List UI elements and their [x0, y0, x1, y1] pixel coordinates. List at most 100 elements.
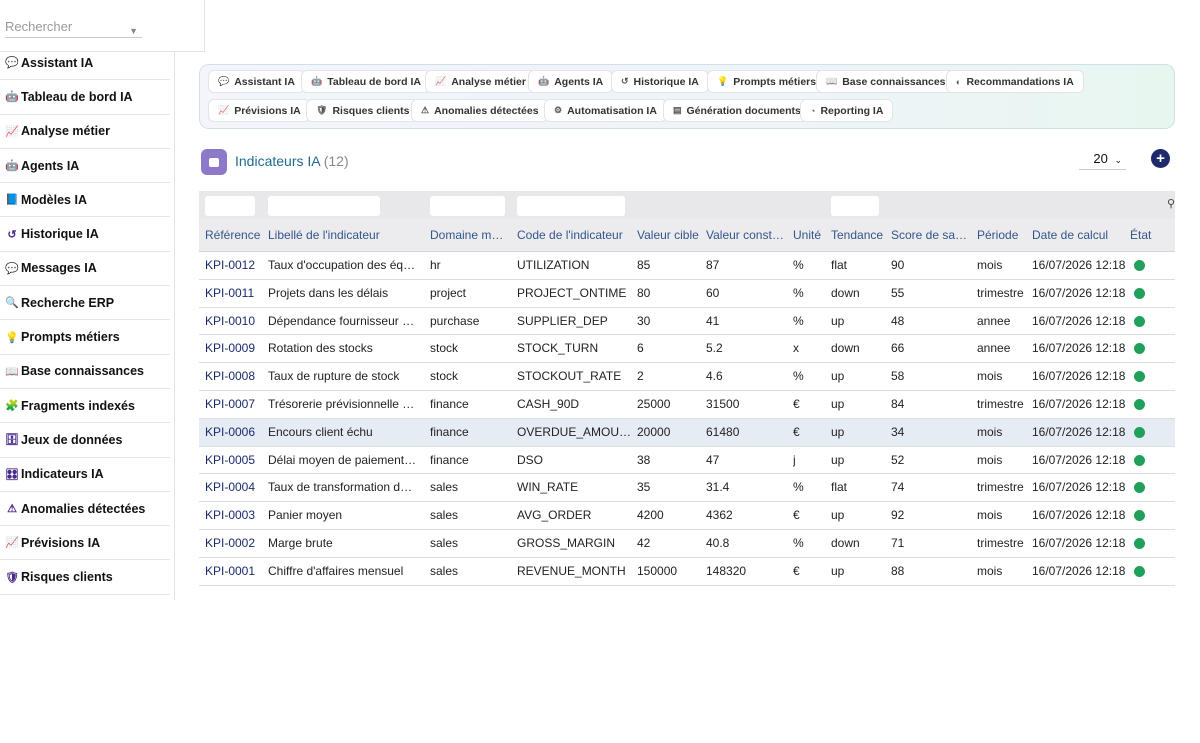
tab-pr-visions-ia[interactable]: 📈 Prévisions IA [208, 99, 311, 122]
tab-assistant-ia[interactable]: 💬 Assistant IA [208, 70, 305, 93]
table-cell: stock [430, 369, 459, 384]
filter-input[interactable] [430, 196, 505, 216]
sidebar-item-fragments-index-s[interactable]: 🧩 Fragments indexés [0, 389, 170, 424]
status-dot [1134, 537, 1145, 549]
table-row[interactable]: KPI-0001 Chiffre d'affaires mensuel sales R… [199, 558, 1175, 586]
record-link[interactable]: KPI-0008 [205, 369, 256, 384]
search-input[interactable]: Rechercher ▼ [5, 18, 142, 38]
book-open-icon: 📖 [826, 76, 838, 86]
sidebar-item-historique-ia[interactable]: ↺ Historique IA [0, 217, 170, 252]
tab-historique-ia[interactable]: ↺ Historique IA [611, 70, 709, 93]
history-icon: ↺ [621, 76, 629, 86]
tab-anomalies-d-tect-es[interactable]: ⚠ Anomalies détectées [411, 99, 549, 122]
record-link[interactable]: KPI-0002 [205, 535, 256, 550]
table-row[interactable]: KPI-0009 Rotation des stocks stock STOCK_TU… [199, 335, 1175, 364]
table-cell: trimestre [977, 535, 1024, 550]
sidebar-item-prompts-m-tiers[interactable]: 💡 Prompts métiers [0, 320, 170, 355]
sidebar-item-analyse-m-tier[interactable]: 📈 Analyse métier [0, 115, 170, 149]
column-header[interactable]: Valeur cible [637, 228, 699, 242]
table-cell: down [831, 285, 860, 300]
tabs-panel: 💬 Assistant IA 🤖 Tableau de bord IA 📈 Analyse… [199, 64, 1175, 129]
filter-input[interactable] [268, 196, 380, 216]
tab-base-connaissances[interactable]: 📖 Base connaissances [816, 70, 956, 93]
record-link[interactable]: KPI-0012 [205, 258, 256, 272]
table-cell: STOCKOUT_RATE [517, 369, 622, 384]
record-link[interactable]: KPI-0009 [205, 341, 256, 356]
table-row[interactable]: KPI-0005 Délai moyen de paiement (… financ… [199, 447, 1175, 475]
table-cell: Panier moyen [268, 508, 343, 523]
sidebar-item-messages-ia[interactable]: 💬 Messages IA [0, 252, 170, 287]
sidebar-item-indicateurs-ia[interactable]: 🎛 Indicateurs IA [0, 458, 170, 492]
column-header[interactable]: Code de l'indicateur [517, 228, 623, 242]
table-row[interactable]: KPI-0008 Taux de rupture de stock stock STO… [199, 363, 1175, 391]
sidebar-item-pr-visions-ia[interactable]: 📈 Prévisions IA [0, 526, 170, 561]
tab-automatisation-ia[interactable]: ⚙ Automatisation IA [544, 99, 667, 122]
sidebar-item-anomalies-d-tect-es[interactable]: ⚠ Anomalies détectées [0, 492, 170, 527]
table-row[interactable]: KPI-0003 Panier moyen sales AVG_ORDER 4200 43… [199, 502, 1175, 530]
sidebar-item-label: Prompts métiers [21, 330, 120, 345]
sidebar-item-recherche-erp[interactable]: 🔍 Recherche ERP [0, 286, 170, 321]
table-row[interactable]: KPI-0010 Dépendance fournisseur pri… purch… [199, 308, 1175, 336]
record-link[interactable]: KPI-0011 [205, 285, 255, 300]
tab-recommandations-ia[interactable]: ◐ Recommandations IA [946, 70, 1084, 93]
column-header[interactable]: Unité [793, 228, 822, 242]
tab-label: Automatisation IA [567, 104, 657, 117]
tab-agents-ia[interactable]: 🤖 Agents IA [528, 70, 614, 93]
column-header[interactable]: Domaine mé… [430, 228, 510, 242]
search-icon[interactable]: ⚲ [1166, 198, 1175, 210]
table-cell: hr [430, 258, 441, 272]
status-dot [1134, 454, 1145, 466]
table-row[interactable]: KPI-0002 Marge brute sales GROSS_MARGIN 42 40… [199, 530, 1175, 558]
column-header[interactable]: Tendance [831, 228, 884, 242]
column-header[interactable]: Période [977, 228, 1019, 242]
sidebar-item-risques-clients[interactable]: 🛡 Risques clients [0, 560, 170, 595]
table-cell: Marge brute [268, 535, 333, 550]
column-header[interactable]: Libellé de l'indicateur [268, 228, 380, 242]
table-row[interactable]: KPI-0011 Projets dans les délais project PR… [199, 280, 1175, 308]
column-header[interactable]: Valeur const… [706, 228, 784, 242]
table-row[interactable]: KPI-0006 Encours client échu finance OVERDU… [199, 418, 1175, 447]
page-size-select[interactable]: 20 ⌄ [1079, 150, 1126, 170]
tab-risques-clients[interactable]: 🛡 Risques clients [306, 99, 420, 122]
column-header[interactable]: Date de calcul [1032, 228, 1109, 242]
chevron-down-icon[interactable]: ▼ [129, 26, 138, 36]
record-link[interactable]: KPI-0005 [205, 452, 256, 467]
table-cell: 40.8 [706, 535, 730, 550]
tab-analyse-m-tier[interactable]: 📈 Analyse métier [425, 70, 536, 93]
sidebar-item-jeux-de-donn-es[interactable]: 🗄 Jeux de données [0, 423, 170, 458]
record-link[interactable]: KPI-0004 [205, 480, 256, 495]
page-size-value: 20 [1093, 151, 1108, 166]
tab-g-n-ration-documents[interactable]: ▤ Génération documents [663, 99, 811, 122]
record-link[interactable]: KPI-0010 [205, 313, 256, 328]
record-link[interactable]: KPI-0007 [205, 396, 256, 411]
sidebar-item-mod-les-ia[interactable]: 📘 Modèles IA [0, 183, 170, 218]
record-link[interactable]: KPI-0003 [205, 508, 256, 523]
status-dot [1134, 398, 1145, 410]
filter-input[interactable] [517, 196, 625, 216]
table-cell: up [831, 313, 845, 328]
sidebar-item-tableau-de-bord-ia[interactable]: 🤖 Tableau de bord IA [0, 80, 170, 115]
column-header[interactable]: État [1130, 228, 1152, 242]
table-cell: 48 [891, 313, 905, 328]
table-cell: 90 [891, 258, 905, 272]
record-link[interactable]: KPI-0001 [205, 563, 256, 578]
tab-prompts-m-tiers[interactable]: 💡 Prompts métiers [707, 70, 827, 93]
sidebar-item-assistant-ia[interactable]: 💬 Assistant IA [0, 46, 170, 81]
tab-reporting-ia[interactable]: ◔ Reporting IA [800, 99, 894, 122]
record-count: (12) [323, 153, 349, 169]
tab-tableau-de-bord-ia[interactable]: 🤖 Tableau de bord IA [301, 70, 431, 93]
status-dot [1134, 287, 1145, 299]
filter-input[interactable] [831, 196, 879, 216]
record-link[interactable]: KPI-0006 [205, 424, 256, 439]
table-row[interactable]: KPI-0004 Taux de transformation devis sale… [199, 474, 1175, 503]
column-header[interactable]: Référence [205, 228, 261, 242]
tab-label: Génération documents [686, 104, 801, 117]
table-cell: mois [977, 563, 1003, 578]
sidebar-item-base-connaissances[interactable]: 📖 Base connaissances [0, 355, 170, 389]
table-row[interactable]: KPI-0012 Taux d'occupation des équi… hr UTI… [199, 252, 1175, 280]
filter-input[interactable] [205, 196, 255, 216]
add-button[interactable]: + [1151, 149, 1170, 168]
table-row[interactable]: KPI-0007 Trésorerie prévisionnelle 90j fin… [199, 391, 1175, 419]
sidebar-item-agents-ia[interactable]: 🤖 Agents IA [0, 149, 170, 184]
column-header[interactable]: Score de santé [891, 228, 971, 242]
